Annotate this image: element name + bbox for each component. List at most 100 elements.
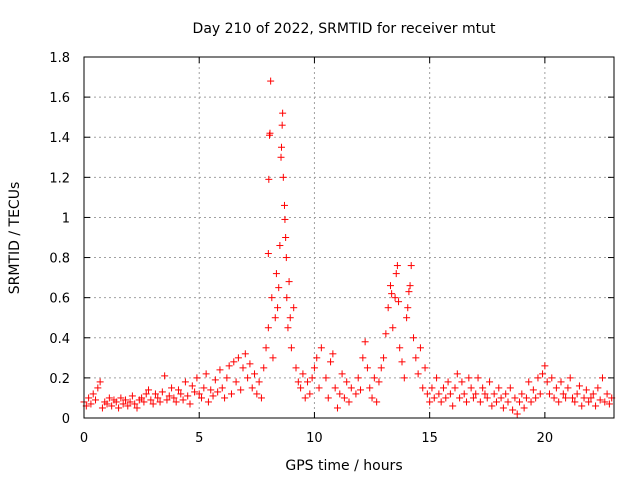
data-point bbox=[453, 370, 461, 378]
data-points bbox=[80, 77, 616, 418]
data-point bbox=[121, 396, 129, 404]
data-point bbox=[361, 338, 369, 346]
data-point bbox=[552, 384, 560, 392]
data-point bbox=[347, 384, 355, 392]
data-point bbox=[227, 390, 235, 398]
data-point bbox=[366, 384, 374, 392]
data-point bbox=[264, 324, 272, 332]
data-point bbox=[490, 390, 498, 398]
y-tick-label: 1.6 bbox=[49, 91, 70, 106]
y-tick-label: 1 bbox=[62, 211, 70, 226]
data-point bbox=[603, 390, 611, 398]
data-point bbox=[193, 374, 201, 382]
data-point bbox=[587, 394, 595, 402]
data-point bbox=[377, 364, 385, 372]
data-point bbox=[89, 390, 97, 398]
data-point bbox=[156, 398, 164, 406]
data-point bbox=[310, 364, 318, 372]
data-point bbox=[149, 400, 157, 408]
data-point bbox=[592, 402, 600, 410]
data-point bbox=[188, 382, 196, 390]
data-point bbox=[115, 404, 123, 412]
data-point bbox=[404, 304, 412, 312]
data-point bbox=[472, 390, 480, 398]
data-point bbox=[499, 404, 507, 412]
data-point bbox=[451, 384, 459, 392]
x-tick-label: 20 bbox=[537, 431, 554, 446]
data-point bbox=[329, 350, 337, 358]
data-point bbox=[304, 378, 312, 386]
data-point bbox=[186, 400, 194, 408]
data-point bbox=[458, 378, 466, 386]
data-point bbox=[195, 390, 203, 398]
data-point bbox=[131, 400, 139, 408]
data-point bbox=[96, 378, 104, 386]
data-point bbox=[267, 77, 275, 85]
data-point bbox=[382, 330, 390, 338]
data-point bbox=[280, 201, 288, 209]
data-point bbox=[87, 400, 95, 408]
data-point bbox=[566, 374, 574, 382]
data-point bbox=[428, 384, 436, 392]
data-point bbox=[446, 390, 454, 398]
data-point bbox=[177, 390, 185, 398]
data-point bbox=[158, 388, 166, 396]
data-point bbox=[492, 398, 500, 406]
data-point bbox=[338, 370, 346, 378]
data-point bbox=[264, 250, 272, 258]
data-point bbox=[545, 390, 553, 398]
data-point bbox=[345, 398, 353, 406]
data-point bbox=[257, 394, 265, 402]
x-axis-label: GPS time / hours bbox=[285, 458, 402, 474]
data-point bbox=[317, 344, 325, 352]
data-point bbox=[271, 314, 279, 322]
data-point bbox=[181, 378, 189, 386]
data-point bbox=[522, 394, 530, 402]
data-point bbox=[165, 392, 173, 400]
data-point bbox=[573, 390, 581, 398]
data-point bbox=[278, 121, 286, 129]
data-point bbox=[313, 354, 321, 362]
data-point bbox=[398, 358, 406, 366]
data-point bbox=[290, 304, 298, 312]
data-point bbox=[396, 344, 404, 352]
axis-ticks: 0 5 10 15 20 0 0.2 0.4 0.6 0.8 1 1.2 1.4 1.6 1.8 bbox=[49, 51, 614, 446]
data-point bbox=[275, 284, 283, 292]
data-point bbox=[163, 396, 171, 404]
data-point bbox=[284, 324, 292, 332]
y-tick-label: 0.4 bbox=[49, 332, 70, 347]
data-point bbox=[315, 384, 323, 392]
data-point bbox=[578, 402, 586, 410]
data-point bbox=[225, 362, 233, 370]
data-point bbox=[543, 378, 551, 386]
data-point bbox=[191, 388, 199, 396]
data-point bbox=[474, 374, 482, 382]
chart-title: Day 210 of 2022, SRMTID for receiver mtu… bbox=[193, 21, 496, 37]
data-point bbox=[414, 370, 422, 378]
data-point bbox=[571, 398, 579, 406]
data-point bbox=[223, 374, 231, 382]
data-point bbox=[294, 378, 302, 386]
data-point bbox=[481, 390, 489, 398]
data-point bbox=[276, 242, 284, 250]
data-point bbox=[202, 370, 210, 378]
data-point bbox=[147, 396, 155, 404]
data-point bbox=[145, 386, 153, 394]
data-point bbox=[85, 394, 93, 402]
data-point bbox=[479, 384, 487, 392]
data-point bbox=[170, 394, 178, 402]
data-point bbox=[105, 394, 113, 402]
data-point bbox=[465, 374, 473, 382]
data-point bbox=[555, 398, 563, 406]
data-point bbox=[239, 364, 247, 372]
data-point bbox=[460, 390, 468, 398]
data-point bbox=[161, 372, 169, 380]
y-tick-label: 0.2 bbox=[49, 372, 70, 387]
data-point bbox=[449, 402, 457, 410]
data-point bbox=[403, 314, 411, 322]
data-point bbox=[128, 392, 136, 400]
data-point bbox=[142, 390, 150, 398]
data-point bbox=[286, 314, 294, 322]
data-point bbox=[266, 129, 274, 137]
